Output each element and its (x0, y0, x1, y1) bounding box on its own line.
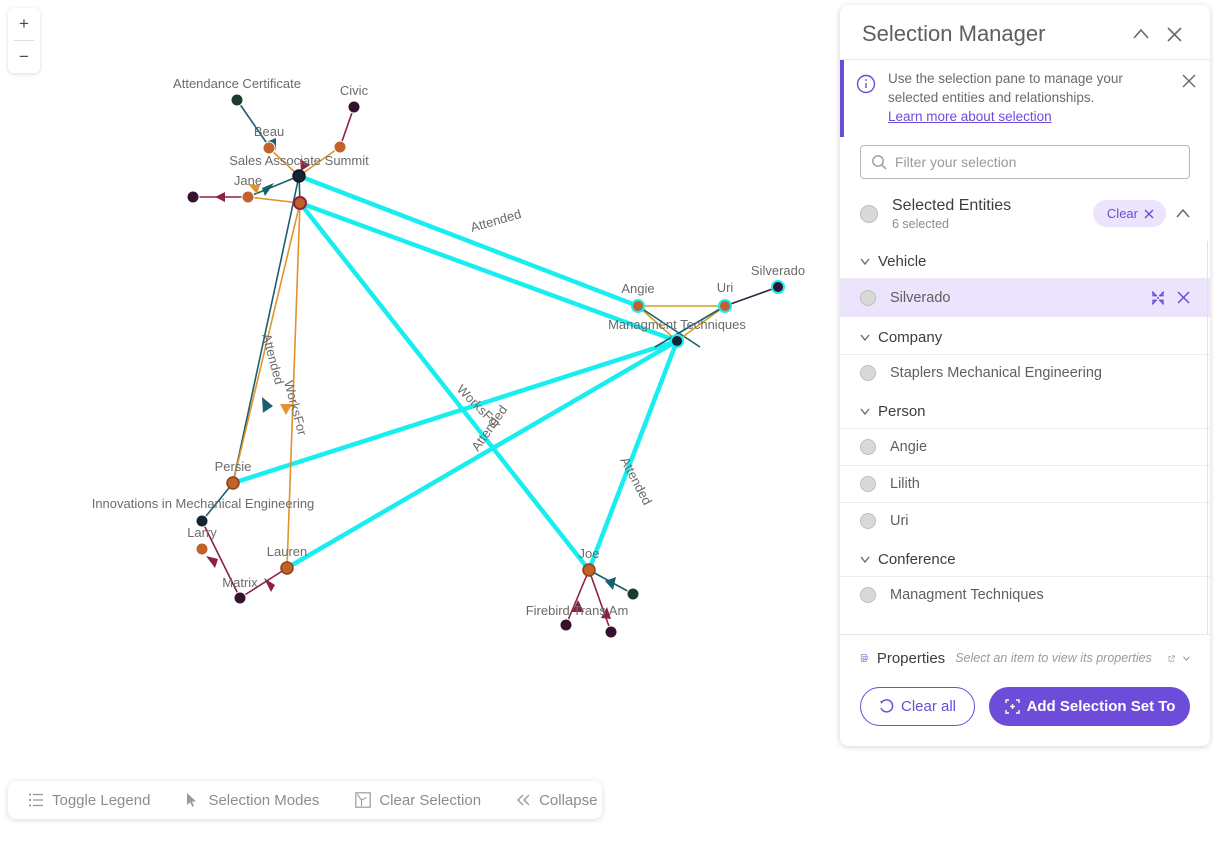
svg-text:Larry: Larry (187, 525, 217, 540)
svg-text:Jane: Jane (234, 173, 262, 188)
svg-text:Managment Techniques: Managment Techniques (608, 317, 746, 332)
svg-text:Persie: Persie (215, 459, 252, 474)
svg-text:Uri: Uri (717, 280, 734, 295)
svg-text:Lauren: Lauren (267, 544, 307, 559)
svg-text:Joe: Joe (579, 546, 600, 561)
svg-text:Innovations in Mechanical Engi: Innovations in Mechanical Engineering (92, 496, 315, 511)
svg-text:Matrix: Matrix (222, 575, 258, 590)
svg-text:Civic: Civic (340, 83, 369, 98)
svg-text:Beau: Beau (254, 124, 284, 139)
svg-text:Firebird Trans Am: Firebird Trans Am (526, 603, 629, 618)
svg-text:Silverado: Silverado (751, 263, 805, 278)
svg-text:Angie: Angie (621, 281, 654, 296)
svg-text:Attendance Certificate: Attendance Certificate (173, 76, 301, 91)
svg-text:Attended: Attended (469, 206, 523, 235)
svg-text:Sales Associate Summit: Sales Associate Summit (229, 153, 369, 168)
